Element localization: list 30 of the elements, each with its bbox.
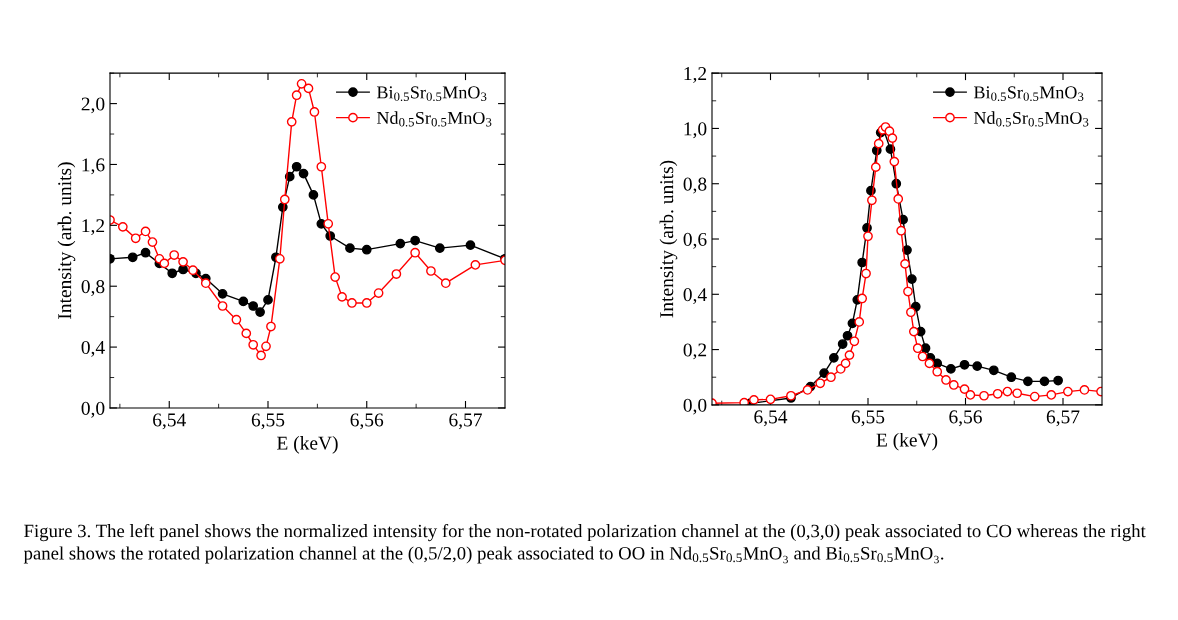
y-tick-label: 2,0: [81, 97, 105, 114]
y-tick-label: 1,0: [684, 122, 707, 139]
x-tick-label: 6,55: [851, 410, 885, 427]
y-tick-label: 0,0: [81, 401, 105, 418]
y-tick-label: 0,2: [683, 343, 707, 360]
y-tick-label: 0,4: [683, 288, 707, 305]
y-axis-title: Intensity (arb. units): [57, 162, 76, 319]
x-tick-label: 6,54: [153, 413, 186, 430]
y-tick-label: 0,8: [683, 177, 707, 194]
x-tick-label: 6,56: [949, 410, 982, 427]
legend-label: Bi$_{0.5}$Sr$_{0.5}$MnO$_{3}$: [973, 86, 1084, 101]
legend-label: Bi$_{0.5}$Sr$_{0.5}$MnO$_{3}$: [376, 86, 487, 101]
y-tick-label: 0,6: [683, 232, 707, 249]
x-tick-label: 6,55: [251, 413, 285, 430]
legend-label: Nd$_{0.5}$Sr$_{0.5}$MnO$_{3}$: [376, 111, 492, 127]
y-tick-label: 1,6: [82, 158, 105, 175]
y-tick-label: 0,8: [81, 280, 105, 296]
x-axis-title: E (keV): [876, 432, 938, 451]
y-axis-title: Intensity (arb. units): [659, 160, 678, 318]
x-tick-label: 6,56: [350, 413, 384, 430]
x-axis-title: E (keV): [277, 436, 338, 454]
x-tick-label: 6,54: [754, 410, 788, 427]
y-tick-label: 0,4: [81, 340, 105, 357]
x-tick-label: 6,57: [1046, 410, 1080, 427]
x-tick-label: 6,57: [449, 413, 482, 430]
y-tick-label: 0,0: [683, 398, 707, 415]
y-tick-label: 1,2: [684, 67, 707, 83]
legend-label: Nd$_{0.5}$Sr$_{0.5}$MnO$_{3}$: [973, 111, 1089, 127]
y-tick-label: 1,2: [82, 219, 105, 236]
text: Figure 3. The left panel shows the normalized intensity for the non-rotated polarization channel at the (0,3,0) peak associated to CO whereas the right panel shows the rotated polarization channel at the (0,5/2,0) peak associated to OO in Nd$_{0.5}$Sr$_{0.5}$MnO₃ and Bi$_{0.5}$Sr$_{0.5}$MnO₃.: [23, 523, 1146, 564]
